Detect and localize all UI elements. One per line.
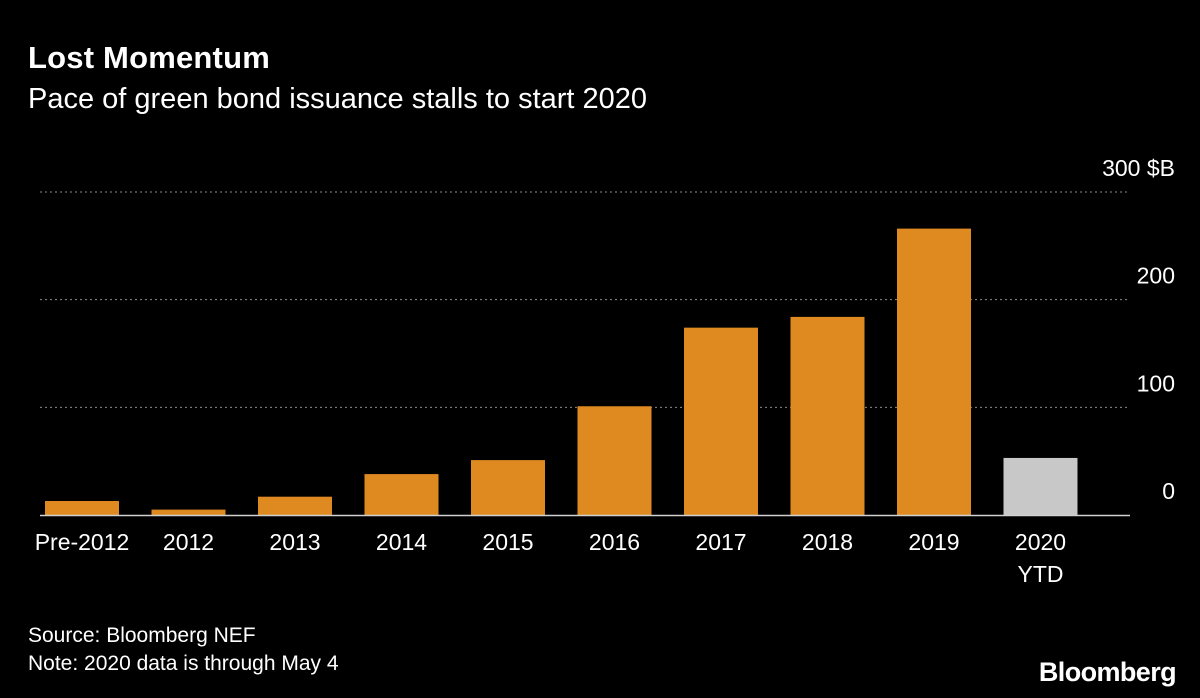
data-note: Note: 2020 data is through May 4 <box>28 652 339 675</box>
y-tick-label: 200 <box>1137 263 1175 289</box>
x-tick-label: 2016 <box>589 529 640 555</box>
bar <box>45 501 119 515</box>
x-tick-label: 2015 <box>482 529 533 555</box>
bar <box>684 327 758 515</box>
bar <box>577 406 652 515</box>
x-tick-label: 2017 <box>695 529 746 555</box>
chart-subtitle: Pace of green bond issuance stalls to st… <box>28 83 648 115</box>
y-tick-label: 0 <box>1162 478 1175 504</box>
y-tick-label: 100 <box>1137 370 1175 396</box>
source-note: Source: Bloomberg NEF <box>28 624 256 647</box>
bar <box>151 509 226 515</box>
x-tick-label: 2013 <box>269 529 320 555</box>
x-tick-labels: Pre-2012 2012 2013 2014 2015 2016 2017 2018 2019… <box>35 529 1066 587</box>
x-tick-label: 2019 <box>908 529 959 555</box>
bar <box>471 460 545 515</box>
x-tick-label: Pre-2012 <box>35 529 130 555</box>
bars <box>45 228 1078 515</box>
x-tick-label: 2020 <box>1015 529 1066 555</box>
x-tick-label: 2012 <box>163 529 214 555</box>
x-tick-label: YTD <box>1018 561 1064 587</box>
x-tick-label: 2018 <box>802 529 853 555</box>
bar <box>897 228 971 515</box>
y-tick-labels: 0 100 200 300 $B <box>1102 155 1175 504</box>
bar <box>364 474 439 515</box>
bloomberg-logo: Bloomberg <box>1038 657 1177 687</box>
bar <box>790 316 865 515</box>
bar <box>258 496 332 515</box>
y-tick-label: 300 $B <box>1102 155 1175 181</box>
chart-title: Lost Momentum <box>28 40 270 75</box>
bar <box>1003 457 1078 515</box>
x-tick-label: 2014 <box>376 529 427 555</box>
